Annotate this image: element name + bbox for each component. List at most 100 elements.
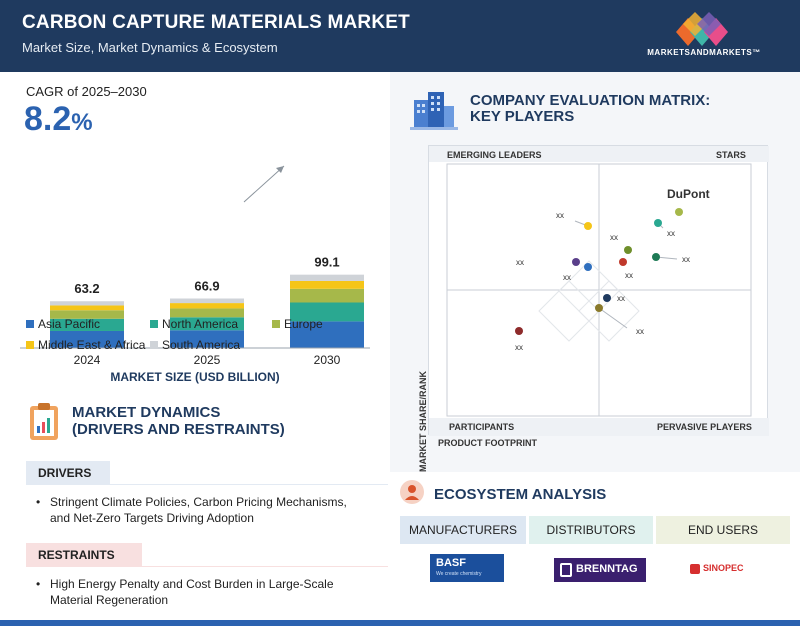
bar-segment: [170, 298, 244, 304]
basf-logo: BASF We create chemistry: [430, 554, 504, 582]
drivers-label: DRIVERS: [26, 461, 110, 485]
company-marker: [652, 253, 660, 261]
company-marker: [572, 258, 580, 266]
sinopec-logo: SINOPEC: [690, 562, 750, 578]
bar-segment: [50, 301, 124, 306]
page-subtitle: Market Size, Market Dynamics & Ecosystem: [22, 40, 278, 55]
cagr-unit: %: [71, 109, 93, 136]
matrix-plot: EMERGING LEADERS STARS PARTICIPANTS PERV…: [429, 146, 769, 436]
growth-arrow: [243, 165, 285, 203]
bar-segment: [170, 303, 244, 309]
dynamics-title-line1: MARKET DYNAMICS: [72, 404, 221, 421]
company-label: xx: [610, 233, 618, 242]
ecosystem-section: [390, 472, 800, 626]
legend-label: North America: [162, 317, 239, 331]
legend-label: Asia Pacific: [38, 317, 101, 331]
matrix-title-line2: KEY PLAYERS: [470, 108, 575, 125]
bar-segment: [170, 330, 244, 348]
tab-manufacturers: MANUFACTURERS: [400, 516, 526, 544]
matrix-title-line1: COMPANY EVALUATION MATRIX:: [470, 92, 711, 109]
company-marker: [515, 327, 523, 335]
legend-label: Europe: [284, 317, 323, 331]
brenntag-logo: BRENNTAG: [554, 558, 646, 582]
legend-swatch: [26, 320, 34, 328]
company-marker: [584, 263, 592, 271]
legend-label: Middle East & Africa: [38, 338, 146, 352]
legend-item: North America: [150, 317, 238, 331]
footer-bar: [0, 620, 800, 626]
legend-item: South America: [150, 338, 240, 352]
legend-item: Middle East & Africa: [26, 338, 145, 352]
company-marker: [624, 246, 632, 254]
y-axis-label: MARKET SHARE/RANK: [418, 371, 428, 473]
company-label: xx: [556, 211, 564, 220]
dynamics-title-line2: (DRIVERS AND RESTRAINTS): [72, 421, 285, 438]
driver-item: Stringent Climate Policies, Carbon Prici…: [36, 494, 381, 526]
company-marker: [603, 294, 611, 302]
cagr-value: 8.2%: [24, 100, 93, 139]
x-axis-label: PRODUCT FOOTPRINT: [438, 438, 537, 448]
evaluation-panel: COMPANY EVALUATION MATRIX: KEY PLAYERS E…: [390, 72, 800, 626]
brand-name: MARKETSANDMARKETS™: [647, 48, 761, 57]
chart-title: MARKET SIZE (USD BILLION): [110, 370, 280, 384]
company-marker: [675, 208, 683, 216]
bar-segment: [290, 302, 364, 322]
bar-segment: [50, 310, 124, 319]
bar-segment: [50, 305, 124, 311]
bar-total-label: 63.2: [74, 281, 99, 296]
cagr-label: CAGR of 2025–2030: [26, 84, 147, 99]
bar-segment: [290, 321, 364, 348]
tab-distributors: DISTRIBUTORS: [529, 516, 653, 544]
market-size-panel: CAGR of 2025–2030 8.2% 2024 2025 2030 63.2…: [0, 72, 390, 626]
brand-mark-icon: [676, 12, 728, 46]
header-banner: CARBON CAPTURE MATERIALS MARKET Market S…: [0, 0, 800, 72]
bar-segment: [50, 330, 124, 348]
company-label: xx: [625, 271, 633, 280]
bar-segment: [50, 318, 124, 331]
x-tick-label: 2025: [194, 353, 221, 367]
quadrant-pervasive-players: PERVASIVE PLAYERS: [657, 422, 752, 432]
company-marker: [654, 219, 662, 227]
company-label: xx: [515, 343, 523, 352]
quadrant-emerging-leaders: EMERGING LEADERS: [447, 150, 542, 160]
bar-total-label: 99.1: [314, 255, 339, 270]
restraints-divider: [26, 566, 388, 567]
ecosystem-title: ECOSYSTEM ANALYSIS: [434, 486, 607, 503]
bar-segment: [170, 317, 244, 331]
evaluation-matrix: EMERGING LEADERS STARS PARTICIPANTS PERV…: [428, 145, 769, 436]
bar-segment: [290, 274, 364, 281]
legend-item: Europe: [272, 317, 323, 331]
legend-swatch: [150, 320, 158, 328]
dynamics-title: MARKET DYNAMICS (DRIVERS AND RESTRAINTS): [72, 404, 285, 438]
growth-arrowhead: [276, 166, 284, 173]
bar-total-label: 66.9: [194, 278, 219, 293]
restraint-item: High Energy Penalty and Cost Burden in L…: [36, 576, 381, 608]
brand-logo: MARKETSANDMARKETS™: [634, 10, 774, 65]
legend-item: Asia Pacific: [26, 317, 100, 331]
page-title: CARBON CAPTURE MATERIALS MARKET: [22, 12, 410, 33]
market-size-chart: 2024 2025 2030 63.2 66.9 99.1: [20, 165, 370, 367]
bar-segment: [170, 308, 244, 318]
restraints-label: RESTRAINTS: [26, 543, 142, 567]
bar-segment: [290, 280, 364, 289]
company-label: xx: [636, 327, 644, 336]
bar-segment: [290, 288, 364, 303]
company-label: xx: [563, 273, 571, 282]
cagr-number: 8.2: [24, 100, 72, 138]
quadrant-participants: PARTICIPANTS: [449, 422, 514, 432]
company-marker: [595, 304, 603, 312]
buildings-icon: [410, 92, 458, 130]
legend-swatch: [26, 341, 34, 349]
clipboard-chart-icon: [30, 403, 58, 440]
company-label: DuPont: [667, 187, 710, 201]
player-leader-line: [598, 307, 628, 329]
legend-label: South America: [162, 338, 241, 352]
x-tick-label: 2024: [74, 353, 101, 367]
ecosystem-icon: [400, 480, 424, 504]
company-marker: [584, 222, 592, 230]
drivers-divider: [26, 484, 388, 485]
company-label: xx: [682, 255, 690, 264]
company-label: xx: [516, 258, 524, 267]
company-label: xx: [667, 229, 675, 238]
tab-end-users: END USERS: [656, 516, 790, 544]
